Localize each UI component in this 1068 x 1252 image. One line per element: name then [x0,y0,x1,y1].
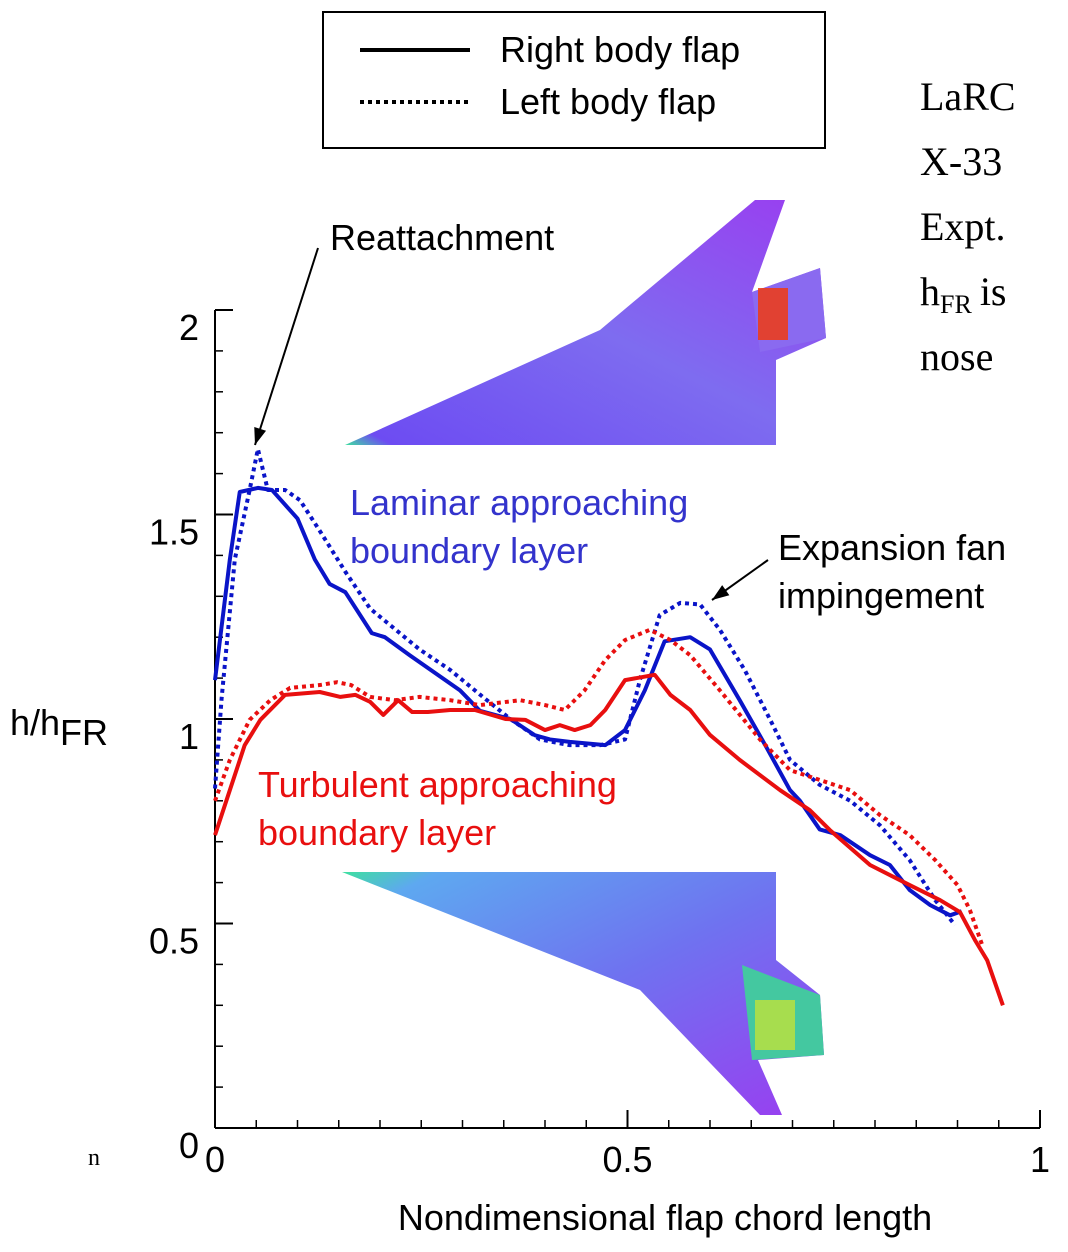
x-axis-title: Nondimensional flap chord length [398,1197,932,1238]
chart: 0 0.5 1 0 0.5 1 1.5 2 Right body flap Left body … [0,0,1068,1252]
x-tick-label: 0.5 [602,1139,652,1180]
y-axis-title-main: h/h [10,702,60,743]
note-line: LaRC [920,74,1016,119]
annotation-text: Turbulent approaching [258,764,617,805]
annotation-text: boundary layer [258,812,496,853]
y-tick-label: 0.5 [149,921,199,962]
clipped-text: n [88,1145,100,1171]
note-subscript: FR [940,290,972,319]
side-note: LaRC X-33 Expt. hFR is nose [920,74,1016,379]
note-symbol: h [920,269,940,314]
note-suffix: is [980,269,1007,314]
legend-label: Right body flap [500,29,740,70]
annotation-text: impingement [778,575,984,616]
x-tick-label: 1 [1030,1139,1050,1180]
note-line: Expt. [920,204,1006,249]
note-line: nose [920,334,993,379]
y-tick-label: 1.5 [149,512,199,553]
legend-label: Left body flap [500,81,716,122]
annotation-text: Reattachment [330,217,554,258]
y-tick-label: 0 [179,1125,199,1166]
annotation-text: boundary layer [350,530,588,571]
annotation-arrowhead [712,585,729,600]
model-image-bottom [342,872,824,1115]
y-axis-title: h/hFR [10,702,108,753]
y-tick-label: 1 [179,716,199,757]
annotation-arrow [255,248,318,445]
y-axis-title-subscript: FR [60,712,108,753]
note-line: hFR is [920,269,1007,319]
annotation-text: Expansion fan [778,527,1006,568]
annotation-text: Laminar approaching [350,482,688,523]
annotation-arrowhead [254,427,266,445]
x-tick-label: 0 [205,1139,225,1180]
y-tick-label: 2 [179,307,199,348]
note-line: X-33 [920,139,1002,184]
